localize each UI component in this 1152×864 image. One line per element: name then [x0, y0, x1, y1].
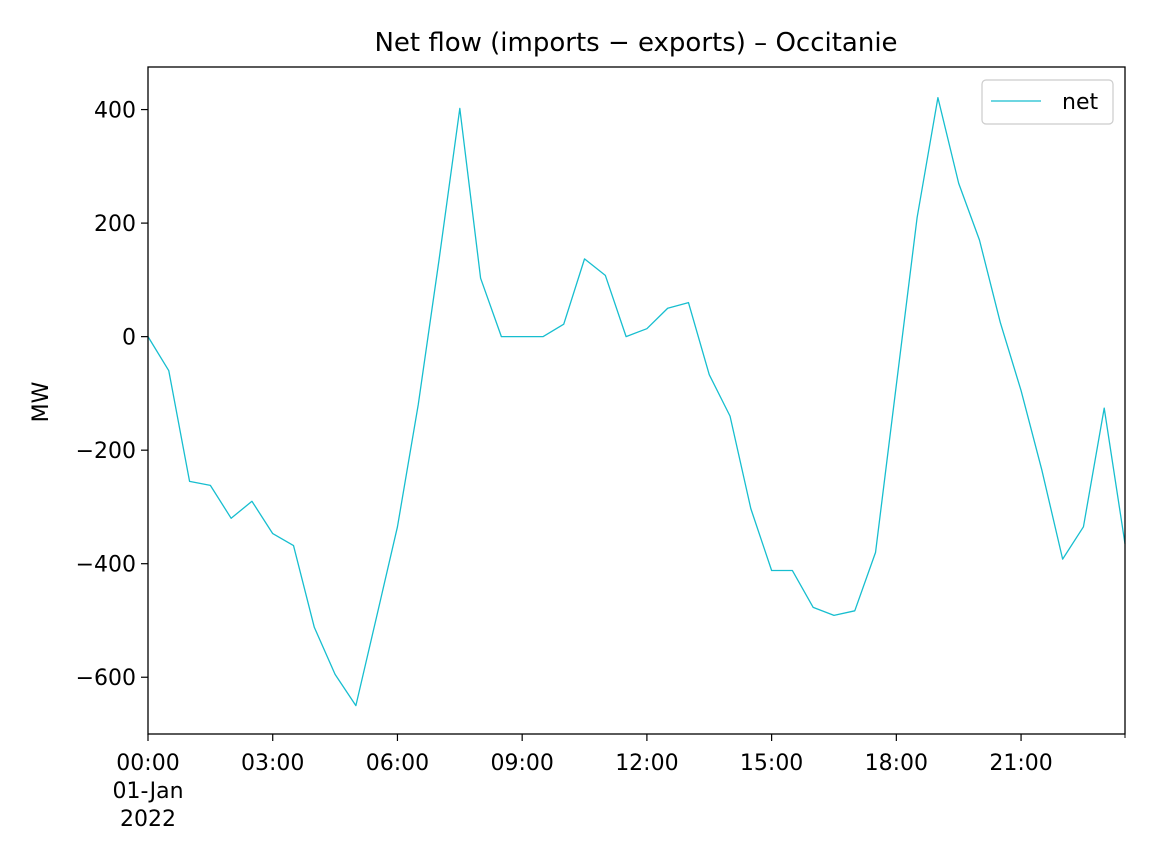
chart-title: Net flow (imports − exports) – Occitanie [374, 28, 897, 58]
x-tick-label: 21:00 [989, 751, 1052, 776]
y-tick-label: −400 [76, 553, 136, 578]
y-axis-label: MW [29, 381, 54, 422]
plot-frame [147, 66, 1126, 735]
y-tick-label: 0 [122, 326, 136, 351]
series-line-net [147, 97, 1126, 707]
x-tick-sublabel: 2022 [120, 807, 176, 832]
x-tick-label: 03:00 [241, 751, 304, 776]
x-tick-label: 06:00 [366, 751, 429, 776]
legend[interactable]: net [981, 79, 1114, 125]
x-axis-ticks: 00:00 01-Jan 2022 03:00 06:00 09:00 12:00 15:00… [112, 734, 1126, 832]
y-tick-label: 200 [94, 212, 136, 237]
legend-label-net: net [1062, 90, 1098, 115]
x-tick-label: 12:00 [615, 751, 678, 776]
y-tick-label: −600 [76, 666, 136, 691]
y-tick-label: −200 [76, 439, 136, 464]
y-tick-label: 400 [94, 99, 136, 124]
y-axis-ticks: 400 200 0 −200 −400 −600 [76, 99, 148, 691]
x-tick-sublabel: 01-Jan [112, 779, 183, 804]
legend-box [981, 79, 1114, 125]
x-tick-label: 00:00 [116, 751, 179, 776]
x-tick-label: 15:00 [740, 751, 803, 776]
x-tick-label: 09:00 [490, 751, 553, 776]
x-tick-label: 18:00 [865, 751, 928, 776]
